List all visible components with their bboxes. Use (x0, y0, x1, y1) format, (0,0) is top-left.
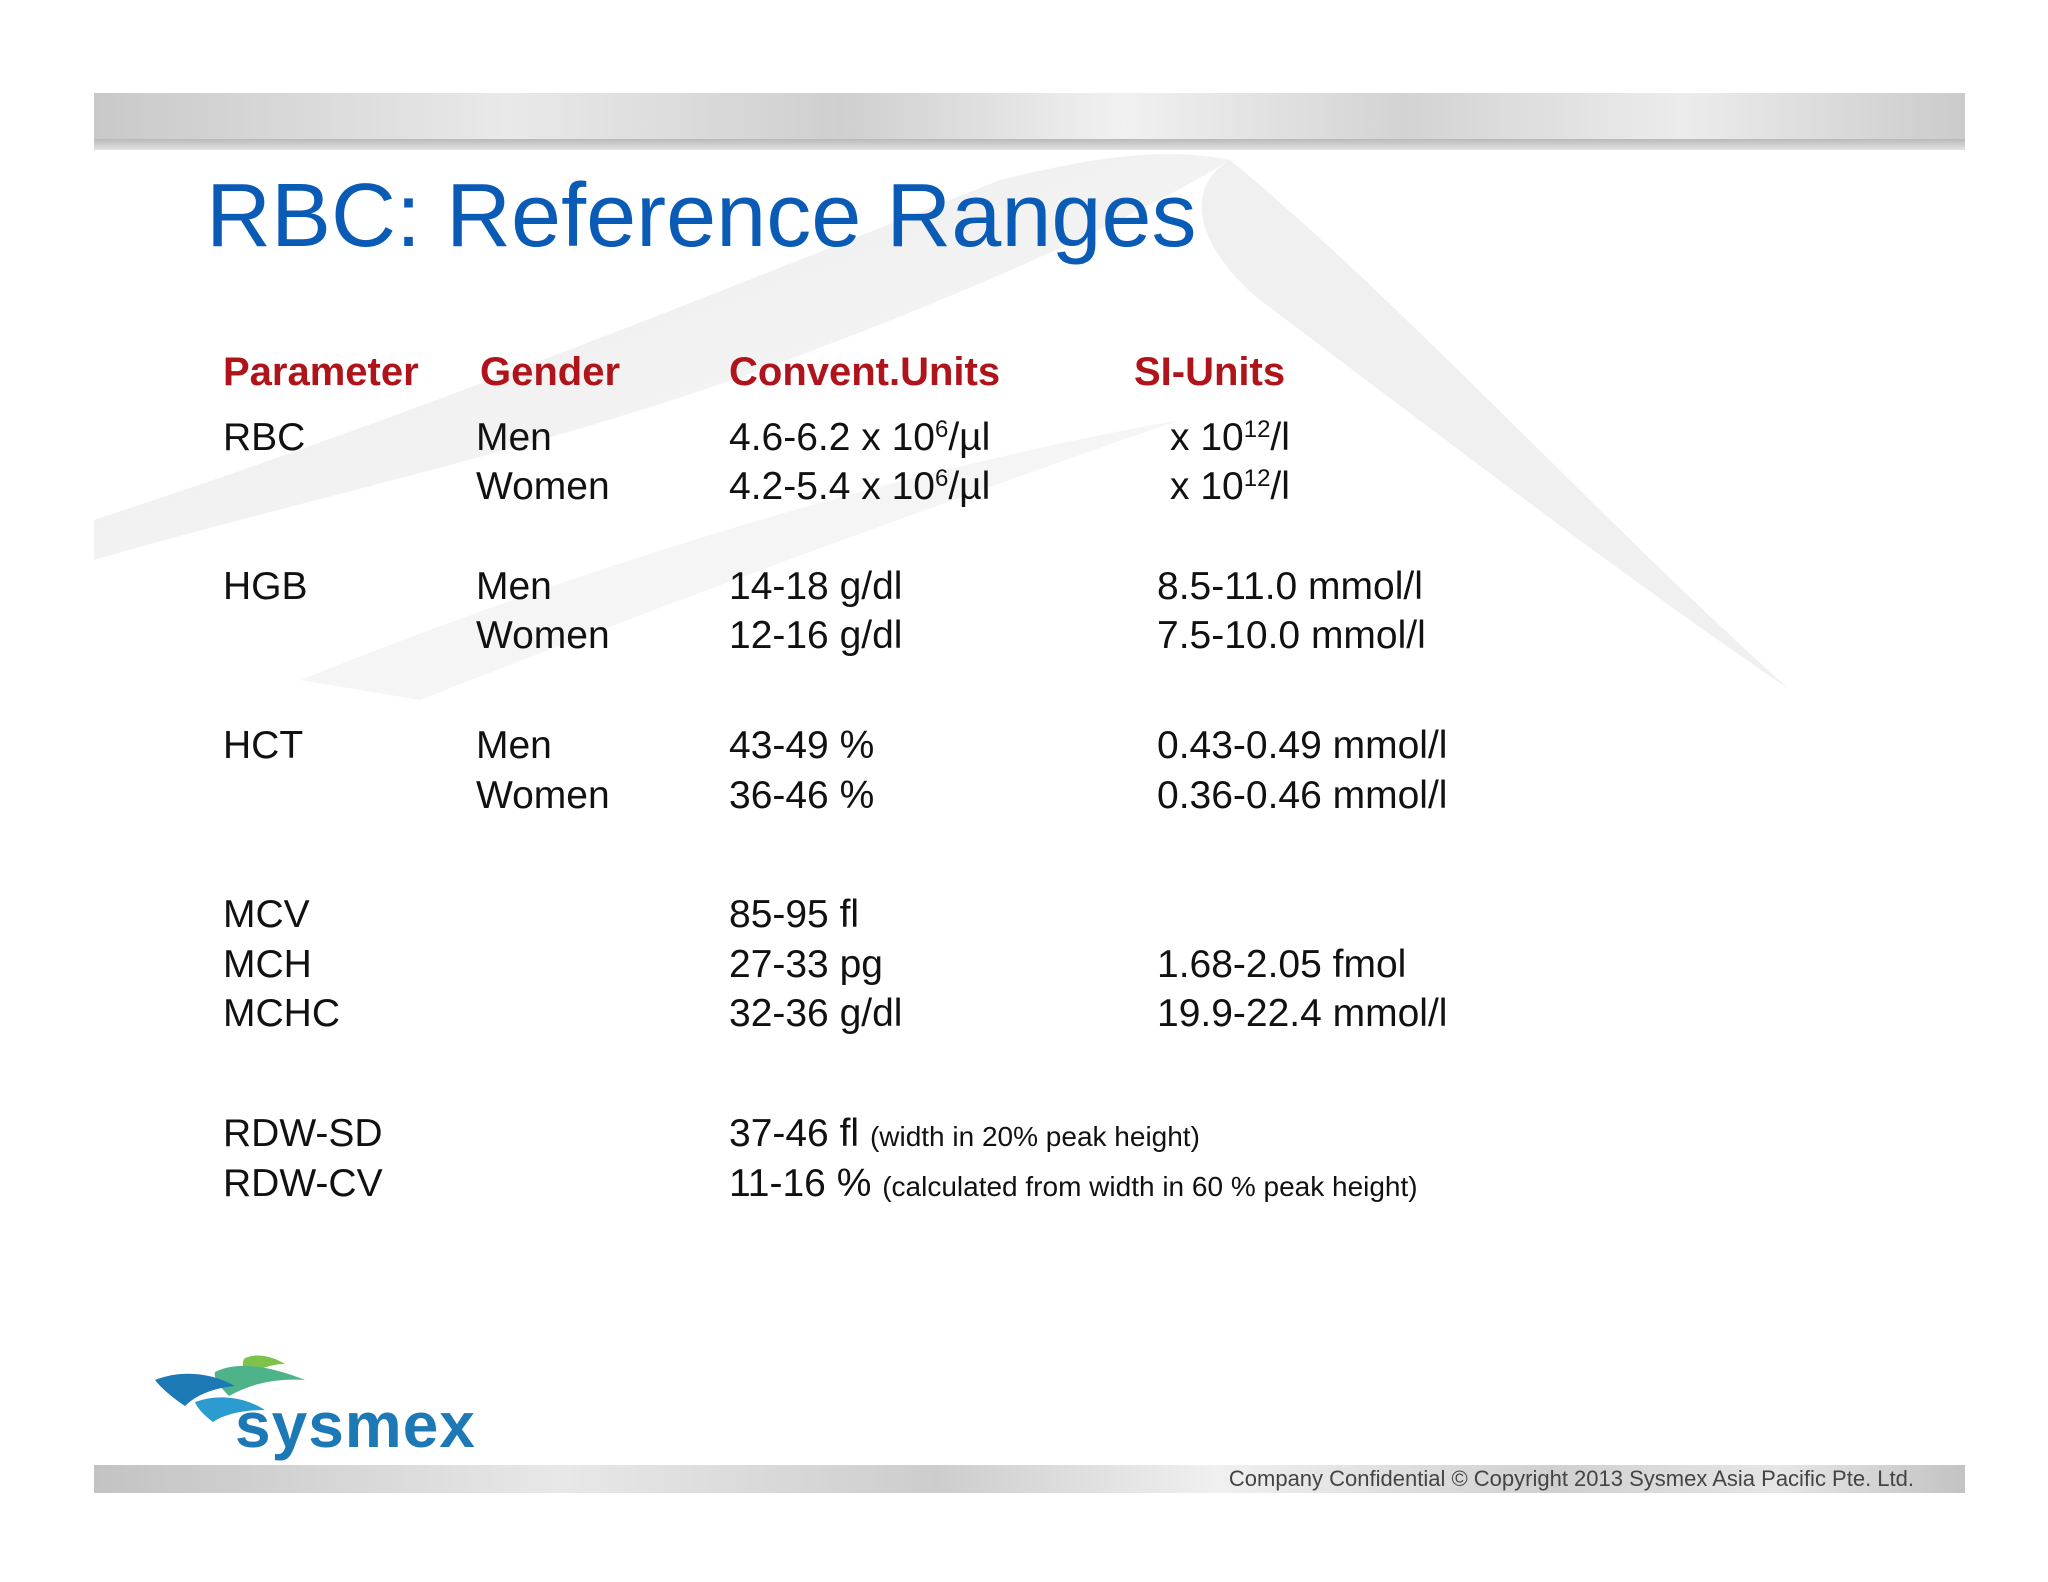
hct-women-si: 0.36-0.46 mmol/l (1157, 774, 1448, 817)
mcv-conv: 85-95 fl (729, 893, 860, 936)
mch-conv: 27-33 pg (729, 943, 883, 986)
hct-women-conv: 36-46 % (729, 774, 875, 817)
header-si-units: SI-Units (1134, 350, 1286, 394)
hct-men-label: Men (476, 724, 552, 767)
rbc-women-si: x 1012/l (1170, 465, 1290, 508)
header-convent-units: Convent.Units (729, 350, 1001, 394)
mchc-si: 19.9-22.4 mmol/l (1157, 992, 1448, 1035)
header-gender: Gender (480, 350, 621, 394)
rbc-men-conv: 4.6-6.2 x 106/µl (729, 416, 991, 459)
hgb-men-label: Men (476, 565, 552, 608)
rbc-men-si: x 1012/l (1170, 416, 1290, 459)
header-bar-shadow (94, 139, 1965, 150)
rdw-cv-note: (calculated from width in 60 % peak heig… (882, 1171, 1418, 1202)
header-parameter: Parameter (223, 350, 419, 394)
rbc-men-label: Men (476, 416, 552, 459)
mch-parameter: MCH (223, 943, 312, 986)
header-bar (94, 93, 1965, 139)
sysmex-logo: sysmex (155, 1350, 485, 1461)
mcv-parameter: MCV (223, 893, 310, 936)
rbc-women-label: Women (476, 465, 610, 508)
sysmex-logo-mark (155, 1355, 305, 1422)
mch-si: 1.68-2.05 fmol (1157, 943, 1407, 986)
rbc-parameter: RBC (223, 416, 306, 459)
hgb-parameter: HGB (223, 565, 308, 608)
hgb-men-si: 8.5-11.0 mmol/l (1157, 565, 1423, 608)
sysmex-logo-text: sysmex (235, 1389, 476, 1461)
mchc-parameter: MCHC (223, 992, 340, 1035)
hgb-women-si: 7.5-10.0 mmol/l (1157, 614, 1426, 657)
hct-men-si: 0.43-0.49 mmol/l (1157, 724, 1448, 767)
footer-bar (94, 1465, 1965, 1493)
slide-title: RBC: Reference Ranges (206, 166, 1197, 266)
hct-men-conv: 43-49 % (729, 724, 875, 767)
rdw-cv-conv: 11-16 % (calculated from width in 60 % p… (729, 1162, 1418, 1205)
hct-women-label: Women (476, 774, 610, 817)
hgb-women-label: Women (476, 614, 610, 657)
rbc-women-conv: 4.2-5.4 x 106/µl (729, 465, 991, 508)
footer-copyright: Company Confidential © Copyright 2013 Sy… (1228, 1466, 1914, 1491)
rdw-cv-parameter: RDW-CV (223, 1162, 383, 1205)
rdw-sd-parameter: RDW-SD (223, 1112, 383, 1155)
rdw-sd-note: (width in 20% peak height) (869, 1121, 1200, 1152)
hgb-women-conv: 12-16 g/dl (729, 614, 903, 657)
hct-parameter: HCT (223, 724, 304, 767)
mchc-conv: 32-36 g/dl (729, 992, 903, 1035)
hgb-men-conv: 14-18 g/dl (729, 565, 903, 608)
rdw-sd-conv: 37-46 fl (width in 20% peak height) (729, 1112, 1200, 1155)
